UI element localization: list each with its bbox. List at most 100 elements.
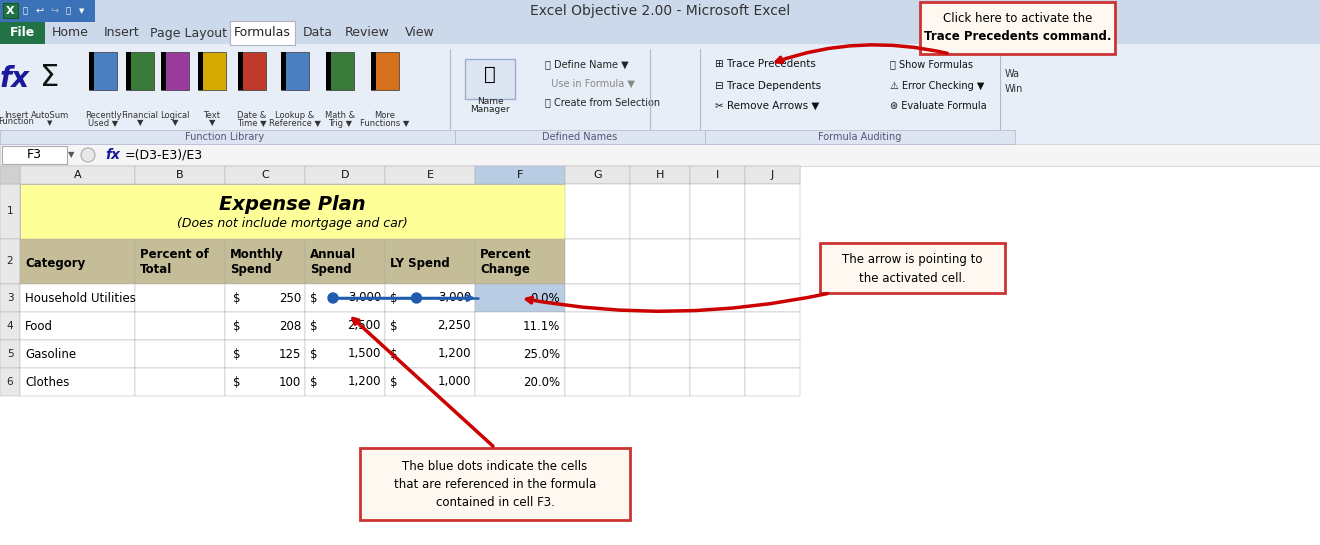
- Bar: [326, 52, 331, 90]
- Circle shape: [412, 293, 421, 303]
- Text: Change: Change: [480, 263, 529, 276]
- Bar: [305, 166, 385, 184]
- Bar: [0, 368, 20, 396]
- Text: 20.0%: 20.0%: [523, 376, 560, 389]
- Bar: [690, 340, 744, 368]
- Text: Category: Category: [25, 257, 86, 270]
- Bar: [305, 368, 385, 396]
- Text: LY Spend: LY Spend: [389, 257, 450, 270]
- Text: E: E: [426, 170, 433, 180]
- Text: Trig ▼: Trig ▼: [327, 118, 352, 128]
- Text: Spend: Spend: [230, 263, 272, 276]
- Bar: [630, 368, 690, 396]
- Text: ▼: ▼: [48, 120, 53, 126]
- Circle shape: [327, 293, 338, 303]
- Text: ↪: ↪: [50, 6, 58, 16]
- Bar: [238, 52, 243, 90]
- Text: ▼: ▼: [69, 150, 74, 160]
- Bar: [135, 340, 224, 368]
- Bar: [224, 340, 305, 368]
- Text: D: D: [341, 170, 350, 180]
- Text: Excel Objective 2.00 - Microsoft Excel: Excel Objective 2.00 - Microsoft Excel: [529, 4, 791, 18]
- Bar: [385, 312, 475, 340]
- Text: 1,200: 1,200: [347, 376, 381, 389]
- Text: Used ▼: Used ▼: [88, 118, 117, 128]
- Text: $: $: [234, 292, 240, 305]
- Text: contained in cell F3.: contained in cell F3.: [436, 495, 554, 508]
- Bar: [135, 368, 224, 396]
- Bar: [20, 284, 135, 312]
- Text: Function: Function: [0, 118, 34, 126]
- Text: ▼: ▼: [137, 118, 144, 128]
- Text: $: $: [310, 292, 318, 305]
- Bar: [88, 52, 117, 90]
- Bar: [690, 184, 744, 239]
- Text: ⊛ Evaluate Formula: ⊛ Evaluate Formula: [890, 101, 986, 111]
- Bar: [20, 239, 135, 284]
- Bar: [744, 239, 800, 284]
- Bar: [630, 312, 690, 340]
- Text: ⊟ Trace Dependents: ⊟ Trace Dependents: [715, 81, 821, 91]
- Bar: [0, 22, 45, 44]
- Text: Percent: Percent: [480, 249, 532, 261]
- Text: $: $: [389, 348, 397, 360]
- Text: Percent of: Percent of: [140, 249, 209, 261]
- Text: Financial: Financial: [121, 112, 158, 120]
- Text: $: $: [234, 348, 240, 360]
- Bar: [744, 184, 800, 239]
- Bar: [371, 52, 399, 90]
- Text: ▼: ▼: [209, 118, 215, 128]
- Text: 3: 3: [7, 293, 13, 303]
- Bar: [0, 239, 20, 284]
- Bar: [565, 166, 630, 184]
- Text: ▼: ▼: [172, 118, 178, 128]
- Bar: [135, 166, 224, 184]
- Text: A: A: [74, 170, 82, 180]
- Text: Expense Plan: Expense Plan: [219, 196, 366, 214]
- Bar: [690, 312, 744, 340]
- Bar: [475, 312, 565, 340]
- Bar: [135, 284, 224, 312]
- Bar: [0, 166, 800, 184]
- Text: The blue dots indicate the cells: The blue dots indicate the cells: [403, 459, 587, 473]
- Bar: [20, 184, 565, 239]
- Bar: [705, 130, 1015, 144]
- Bar: [385, 340, 475, 368]
- Bar: [385, 239, 475, 284]
- Text: Insert: Insert: [104, 27, 140, 39]
- Bar: [630, 184, 690, 239]
- Text: ↩: ↩: [36, 6, 44, 16]
- Text: Annual: Annual: [310, 249, 356, 261]
- Bar: [630, 340, 690, 368]
- Text: AutoSum: AutoSum: [30, 112, 69, 120]
- Text: Σ: Σ: [41, 63, 59, 92]
- Text: Home: Home: [51, 27, 88, 39]
- Bar: [135, 312, 224, 340]
- Text: Monthly: Monthly: [230, 249, 284, 261]
- Bar: [281, 52, 286, 90]
- Text: Lookup &: Lookup &: [276, 112, 314, 120]
- Bar: [475, 368, 565, 396]
- Text: 🖨: 🖨: [66, 7, 70, 15]
- Text: C: C: [261, 170, 269, 180]
- Text: 208: 208: [279, 319, 301, 332]
- Bar: [3, 3, 18, 18]
- Text: Click here to activate the: Click here to activate the: [942, 13, 1092, 26]
- Text: View: View: [405, 27, 434, 39]
- Bar: [0, 0, 1320, 22]
- Bar: [305, 312, 385, 340]
- Bar: [565, 340, 630, 368]
- Bar: [565, 368, 630, 396]
- Text: Functions ▼: Functions ▼: [360, 118, 409, 128]
- Text: 3,000: 3,000: [438, 292, 471, 305]
- Bar: [0, 144, 1320, 166]
- Bar: [3, 146, 67, 164]
- Text: the activated cell.: the activated cell.: [859, 271, 966, 284]
- Text: ▼: ▼: [79, 8, 84, 14]
- Text: J: J: [771, 170, 774, 180]
- Text: 5: 5: [7, 349, 13, 359]
- Bar: [565, 184, 630, 239]
- Text: ⊞ Trace Precedents: ⊞ Trace Precedents: [715, 59, 816, 69]
- Bar: [744, 340, 800, 368]
- Text: 🔢 Show Formulas: 🔢 Show Formulas: [890, 59, 973, 69]
